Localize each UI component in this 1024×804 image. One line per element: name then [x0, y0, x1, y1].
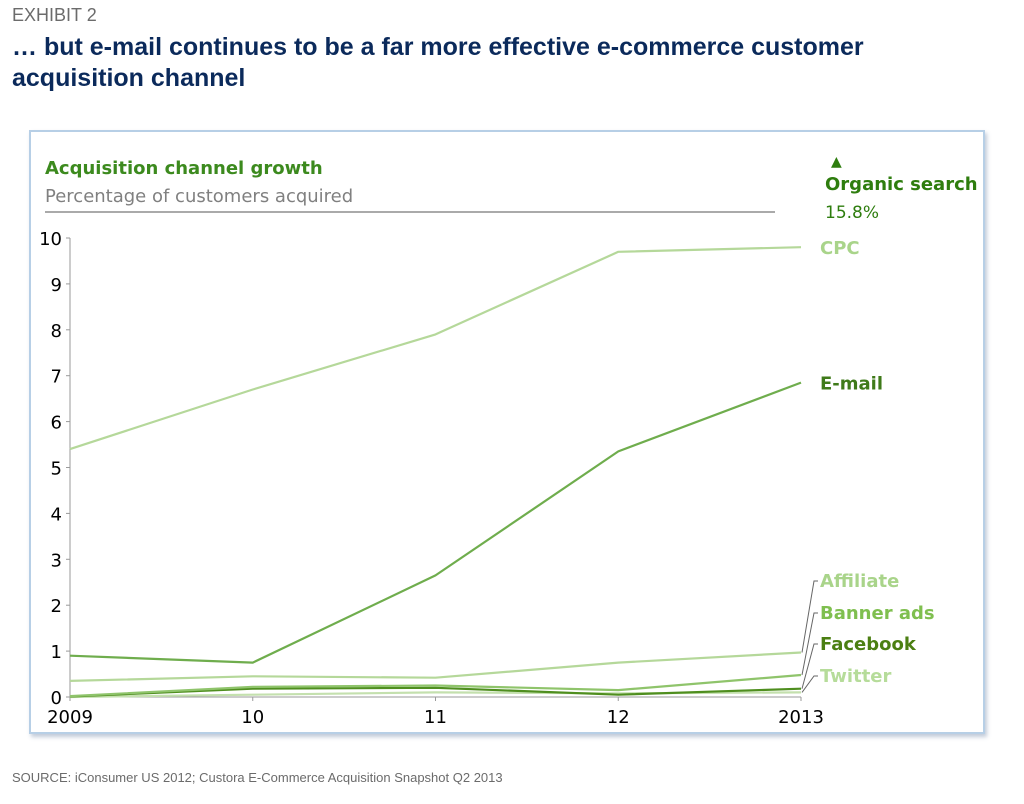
- y-tick-label: 4: [51, 504, 62, 525]
- series-line-banner-ads: [69, 673, 802, 698]
- y-tick-label: 5: [51, 459, 62, 480]
- series-line-facebook: [69, 686, 802, 698]
- chart-title: Acquisition channel growth: [45, 158, 323, 179]
- y-tick-label: 8: [51, 321, 62, 342]
- chart-panel: Acquisition channel growth Percentage of…: [29, 130, 985, 734]
- organic-search-label: Organic search: [825, 174, 978, 195]
- exhibit-label: EXHIBIT 2: [12, 5, 97, 25]
- series-label-email: E-mail: [820, 374, 883, 395]
- leader-line-banner-ads: [801, 612, 818, 676]
- leader-line-facebook: [801, 643, 818, 689]
- x-tick-label: 11: [424, 707, 447, 728]
- series-labels: CPC E-mail Affiliate Banner ads Facebook Twit…: [801, 238, 935, 693]
- y-tick-label: 6: [51, 413, 62, 434]
- x-tick-label: 10: [241, 707, 264, 728]
- x-tick-label: 2013: [778, 707, 824, 728]
- series-line-email: [69, 381, 802, 664]
- chart-subtitle: Percentage of customers acquired: [45, 186, 353, 207]
- organic-search-value: 15.8%: [825, 203, 879, 223]
- series-line-cpc: [69, 246, 802, 451]
- x-tick-label: 12: [607, 707, 630, 728]
- y-tick-label: 9: [51, 275, 62, 296]
- series-label-cpc: CPC: [820, 238, 860, 259]
- line-chart: Acquisition channel growth Percentage of…: [39, 154, 978, 728]
- series-label-banner-ads: Banner ads: [820, 603, 935, 624]
- y-tick-label: 2: [51, 596, 62, 617]
- series-label-twitter: Twitter: [820, 666, 892, 687]
- organic-search-marker: ▲: [831, 154, 842, 170]
- source-note: SOURCE: iConsumer US 2012; Custora E-Com…: [12, 770, 503, 785]
- y-tick-label: 7: [51, 367, 62, 388]
- series-lines: [69, 246, 802, 699]
- leader-line-affiliate: [801, 580, 818, 653]
- series-line-affiliate: [69, 651, 802, 682]
- page-title: … but e-mail continues to be a far more …: [12, 33, 864, 92]
- y-tick-label: 0: [51, 688, 62, 709]
- y-tick-label: 1: [51, 642, 62, 663]
- series-label-facebook: Facebook: [820, 634, 917, 655]
- x-tick-label: 2009: [47, 707, 93, 728]
- y-tick-label: 10: [39, 229, 62, 250]
- y-tick-label: 3: [51, 550, 62, 571]
- series-label-affiliate: Affiliate: [820, 571, 899, 592]
- leader-line-twitter: [801, 675, 818, 693]
